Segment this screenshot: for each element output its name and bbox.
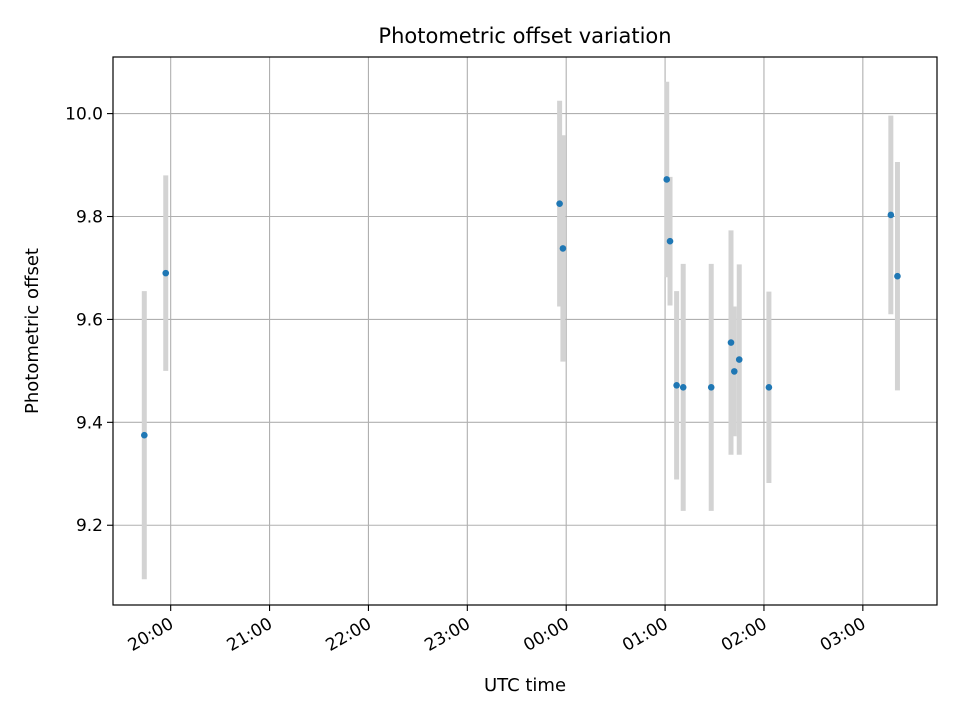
- data-point: [559, 245, 567, 252]
- x-axis-label: UTC time: [484, 675, 566, 696]
- data-point: [727, 339, 735, 346]
- y-tick-label: 9.8: [76, 208, 103, 228]
- data-points: [141, 176, 901, 439]
- data-point: [894, 272, 901, 280]
- plot-area-frame: [112, 56, 938, 606]
- data-point: [887, 211, 895, 219]
- y-tick-label: 9.2: [76, 516, 103, 536]
- grid: [113, 57, 937, 605]
- data-point: [663, 176, 671, 183]
- chart-title: Photometric offset variation: [378, 24, 671, 48]
- y-axis-ticks: 9.2 9.4 9.6 9.8 10.0: [65, 105, 113, 536]
- data-point: [666, 237, 674, 245]
- y-tick-label: 10.0: [65, 105, 103, 125]
- y-tick-label: 9.6: [76, 310, 103, 330]
- y-axis-label: Photometric offset: [22, 248, 43, 414]
- data-point: [673, 381, 680, 389]
- data-point: [765, 384, 773, 391]
- y-tick-label: 9.4: [76, 413, 103, 433]
- data-point: [141, 431, 148, 439]
- data-point: [707, 384, 715, 391]
- data-point: [556, 200, 563, 207]
- data-point: [679, 384, 687, 391]
- data-point: [735, 356, 743, 363]
- data-point: [730, 368, 738, 375]
- data-point: [162, 269, 170, 277]
